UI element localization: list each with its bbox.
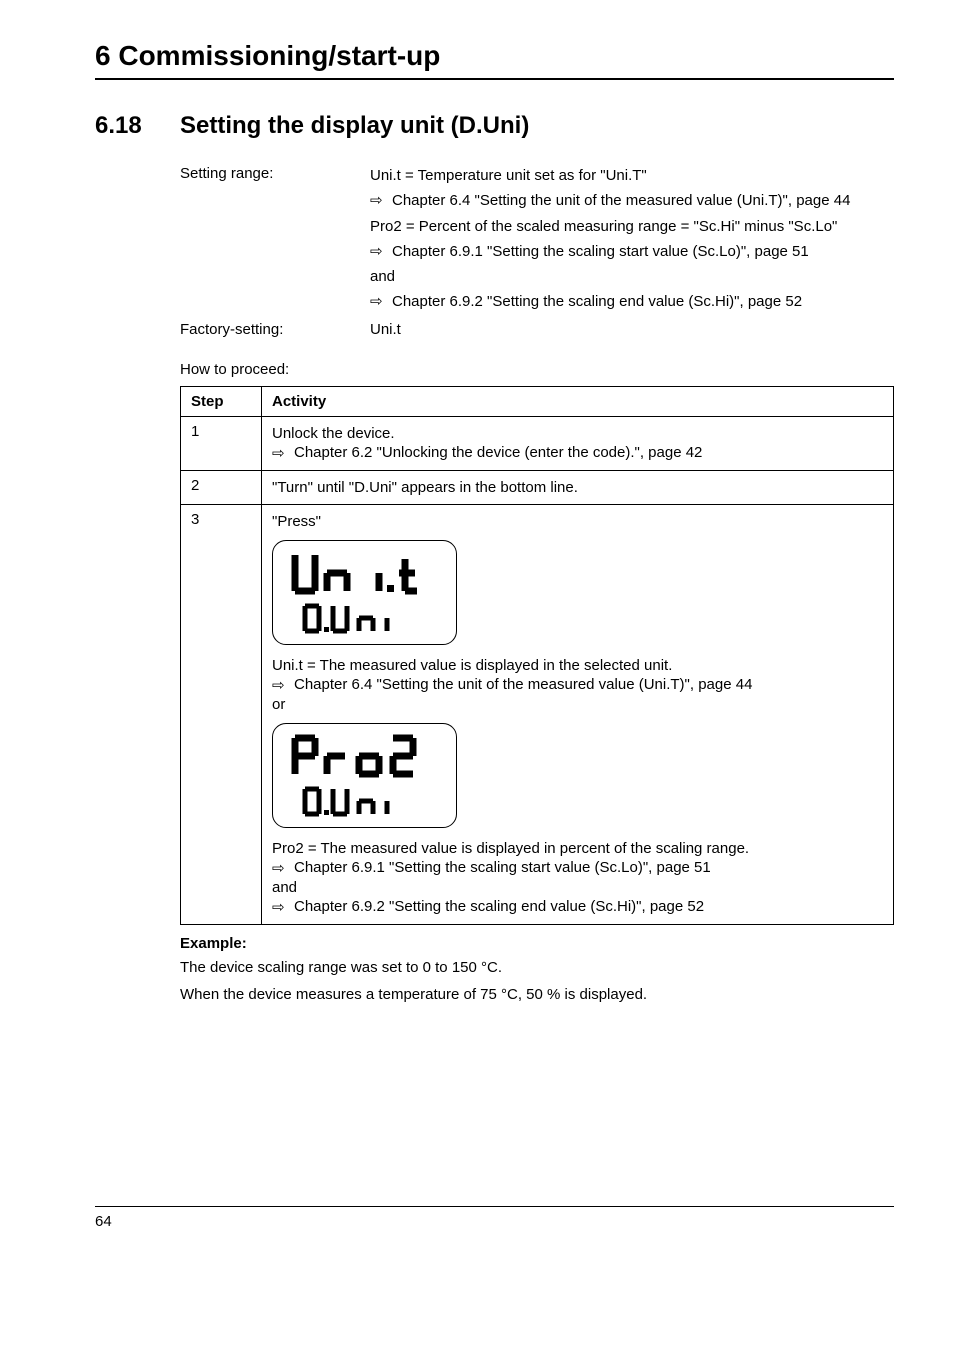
how-to-proceed: How to proceed: xyxy=(180,361,894,378)
section-heading: 6.18 Setting the display unit (D.Uni) xyxy=(95,112,894,140)
table-row: 1 Unlock the device. ⇨ Chapter 6.2 "Unlo… xyxy=(181,416,894,470)
chapter-title: 6 Commissioning/start-up xyxy=(95,40,894,72)
row1-line1: Unlock the device. xyxy=(272,425,883,442)
factory-setting-label: Factory-setting: xyxy=(180,318,370,341)
row3-unit-xref: Chapter 6.4 "Setting the unit of the mea… xyxy=(294,676,883,693)
row3-press: "Press" xyxy=(272,513,883,530)
activity-table: Step Activity 1 Unlock the device. ⇨ Cha… xyxy=(180,386,894,925)
arrow-icon: ⇨ xyxy=(272,444,294,462)
arrow-icon: ⇨ xyxy=(370,240,392,263)
page-footer: 64 xyxy=(95,1206,894,1230)
setting-range-line2: Pro2 = Percent of the scaled measuring r… xyxy=(370,215,894,238)
table-row: 2 "Turn" until "D.Uni" appears in the bo… xyxy=(181,470,894,504)
section-number: 6.18 xyxy=(95,112,180,140)
example-line2: When the device measures a temperature o… xyxy=(180,983,894,1006)
arrow-icon: ⇨ xyxy=(272,859,294,877)
lcd-display-unit xyxy=(272,540,457,645)
setting-range-label: Setting range: xyxy=(180,162,370,316)
table-head-step: Step xyxy=(181,386,262,416)
row3-unit-desc: Uni.t = The measured value is displayed … xyxy=(272,657,883,674)
setting-range-xref3: Chapter 6.9.2 "Setting the scaling end v… xyxy=(392,290,894,313)
step-number: 1 xyxy=(181,416,262,470)
setting-range-xref2: Chapter 6.9.1 "Setting the scaling start… xyxy=(392,240,894,263)
step-number: 3 xyxy=(181,504,262,924)
lcd-svg-unit xyxy=(287,551,437,636)
row3-pro2-xref1: Chapter 6.9.1 "Setting the scaling start… xyxy=(294,859,883,876)
row3-pro2-desc: Pro2 = The measured value is displayed i… xyxy=(272,840,883,857)
factory-setting-value: Uni.t xyxy=(370,318,894,341)
table-row: 3 "Press" xyxy=(181,504,894,924)
setting-range-xref1: Chapter 6.4 "Setting the unit of the mea… xyxy=(392,189,894,212)
setting-range-and: and xyxy=(370,265,894,288)
chapter-rule xyxy=(95,78,894,80)
arrow-icon: ⇨ xyxy=(370,189,392,212)
factory-setting-row: Factory-setting: Uni.t xyxy=(180,318,894,341)
lcd-svg-pro2 xyxy=(287,734,437,819)
setting-range-row: Setting range: Uni.t = Temperature unit … xyxy=(180,162,894,316)
lcd-display-pro2 xyxy=(272,723,457,828)
row3-pro2-xref2: Chapter 6.9.2 "Setting the scaling end v… xyxy=(294,898,883,915)
row1-xref: Chapter 6.2 "Unlocking the device (enter… xyxy=(294,444,883,461)
example-heading: Example: xyxy=(180,935,894,952)
page-number: 64 xyxy=(95,1213,112,1230)
table-head-activity: Activity xyxy=(262,386,894,416)
row3-and: and xyxy=(272,879,883,896)
example-line1: The device scaling range was set to 0 to… xyxy=(180,956,894,979)
row3-or: or xyxy=(272,696,883,713)
arrow-icon: ⇨ xyxy=(272,898,294,916)
setting-range-line1: Uni.t = Temperature unit set as for "Uni… xyxy=(370,164,894,187)
step-number: 2 xyxy=(181,470,262,504)
section-title: Setting the display unit (D.Uni) xyxy=(180,112,529,140)
arrow-icon: ⇨ xyxy=(272,676,294,694)
arrow-icon: ⇨ xyxy=(370,290,392,313)
row2-line1: "Turn" until "D.Uni" appears in the bott… xyxy=(272,479,883,496)
